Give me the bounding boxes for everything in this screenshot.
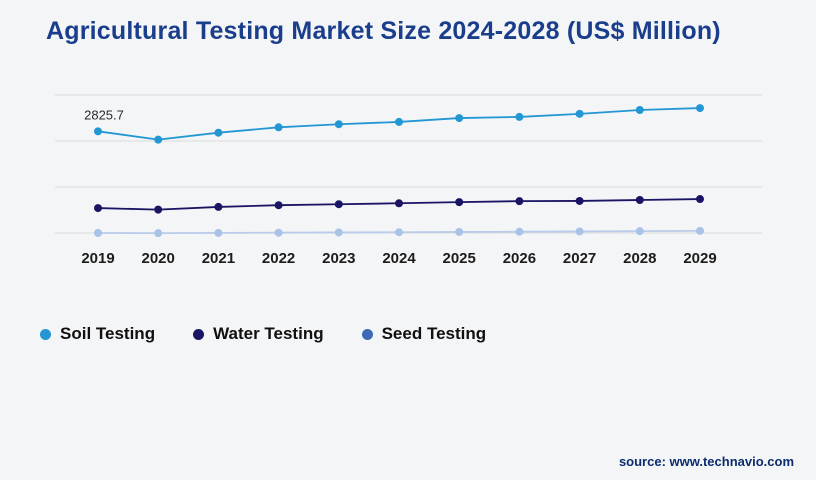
data-point [154,135,163,144]
data-point [334,200,343,209]
data-point [635,227,644,236]
data-point [635,196,644,204]
x-axis-label: 2025 [443,250,476,267]
legend-label-seed-testing: Seed Testing [381,324,487,343]
data-point [515,112,524,121]
data-point [94,229,102,237]
x-axis-label: 2023 [322,250,355,267]
source-credit: source: www.technavio.com [618,454,794,469]
data-point [696,195,704,204]
data-point [696,104,704,113]
data-point [154,229,163,238]
x-axis-label: 2028 [623,250,656,267]
data-point [515,227,524,236]
x-axis-label: 2019 [81,250,114,267]
data-label: 2825.7 [84,107,124,122]
data-point [395,228,403,237]
data-point [455,227,464,236]
data-point [395,199,403,208]
data-point [575,227,584,236]
legend-dot-soil-testing-icon [40,328,51,340]
x-axis-label: 2029 [683,250,716,267]
x-axis-label: 2021 [202,250,235,267]
data-point [455,114,464,123]
data-point [94,204,102,213]
data-point [575,109,584,118]
x-axis-label: 2026 [503,250,536,267]
legend-dot-seed-testing-icon [361,328,373,340]
data-point [395,117,403,126]
x-axis-label: 2024 [382,250,416,267]
legend-dot-water-testing-icon [193,328,205,340]
data-point [274,201,283,210]
data-point [214,228,223,237]
data-point [334,120,343,129]
data-point [696,226,704,235]
x-axis-label: 2020 [142,250,175,267]
data-point [274,228,283,237]
legend-item-water-testing: Water Testing [193,324,324,344]
legend-label-water-testing: Water Testing [213,324,324,343]
page-title: Agricultural Testing Market Size 2024-20… [46,17,721,45]
x-axis-label: 2027 [563,250,596,267]
data-point [455,198,464,207]
chart-legend: Soil Testing Water Testing Seed Testing [40,324,486,344]
data-point [334,228,343,237]
legend-label-soil-testing: Soil Testing [60,324,156,343]
data-point [214,202,223,211]
data-point [575,196,584,205]
data-point [635,106,644,114]
data-point [214,128,223,137]
legend-item-seed-testing: Seed Testing [361,324,487,344]
data-point [94,127,102,136]
data-point [154,205,163,214]
x-axis-label: 2022 [262,250,295,267]
legend-item-soil-testing: Soil Testing [40,324,155,344]
data-point [515,197,524,206]
data-point [274,123,283,132]
